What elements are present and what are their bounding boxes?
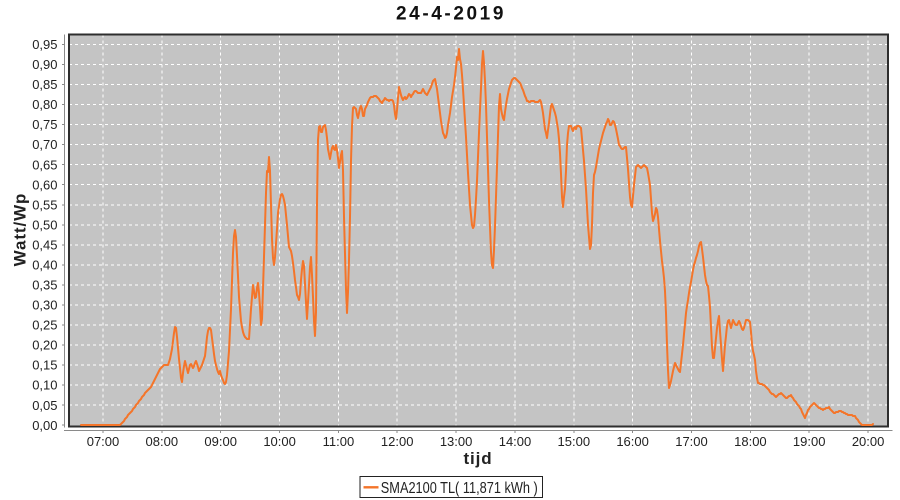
svg-text:0,60: 0,60 [32, 177, 57, 192]
svg-text:SMA2100 TL( 11,871 kWh ): SMA2100 TL( 11,871 kWh ) [381, 480, 538, 497]
svg-text:11:00: 11:00 [323, 434, 355, 449]
svg-text:15:00: 15:00 [558, 434, 591, 449]
svg-text:0,10: 0,10 [32, 378, 57, 393]
svg-text:0,50: 0,50 [32, 217, 57, 232]
svg-text:17:00: 17:00 [675, 434, 708, 449]
svg-text:0,70: 0,70 [32, 137, 57, 152]
svg-text:0,65: 0,65 [32, 157, 57, 172]
svg-text:10:00: 10:00 [263, 434, 296, 449]
svg-text:0,30: 0,30 [32, 298, 57, 313]
svg-text:0,40: 0,40 [32, 258, 57, 273]
svg-text:14:00: 14:00 [499, 434, 532, 449]
svg-text:Watt/Wp: Watt/Wp [11, 193, 30, 267]
svg-text:0,25: 0,25 [32, 318, 57, 333]
svg-text:09:00: 09:00 [204, 434, 237, 449]
svg-text:0,75: 0,75 [32, 117, 57, 132]
svg-text:16:00: 16:00 [616, 434, 649, 449]
svg-text:20:00: 20:00 [852, 434, 885, 449]
svg-text:0,45: 0,45 [32, 237, 57, 252]
svg-text:0,95: 0,95 [32, 37, 57, 52]
svg-text:0,05: 0,05 [32, 398, 57, 413]
svg-text:0,15: 0,15 [32, 358, 57, 373]
svg-text:0,85: 0,85 [32, 77, 57, 92]
svg-text:0,90: 0,90 [32, 57, 57, 72]
svg-text:0,80: 0,80 [32, 97, 57, 112]
svg-text:19:00: 19:00 [793, 434, 826, 449]
svg-text:18:00: 18:00 [734, 434, 767, 449]
svg-text:07:00: 07:00 [87, 434, 120, 449]
svg-text:0,20: 0,20 [32, 338, 57, 353]
svg-text:0,35: 0,35 [32, 278, 57, 293]
svg-text:13:00: 13:00 [440, 434, 473, 449]
svg-text:0,55: 0,55 [32, 197, 57, 212]
svg-text:0,00: 0,00 [32, 418, 57, 433]
svg-text:24-4-2019: 24-4-2019 [396, 4, 506, 25]
svg-text:12:00: 12:00 [381, 434, 414, 449]
svg-text:08:00: 08:00 [146, 434, 179, 449]
svg-text:tijd: tijd [463, 449, 492, 468]
